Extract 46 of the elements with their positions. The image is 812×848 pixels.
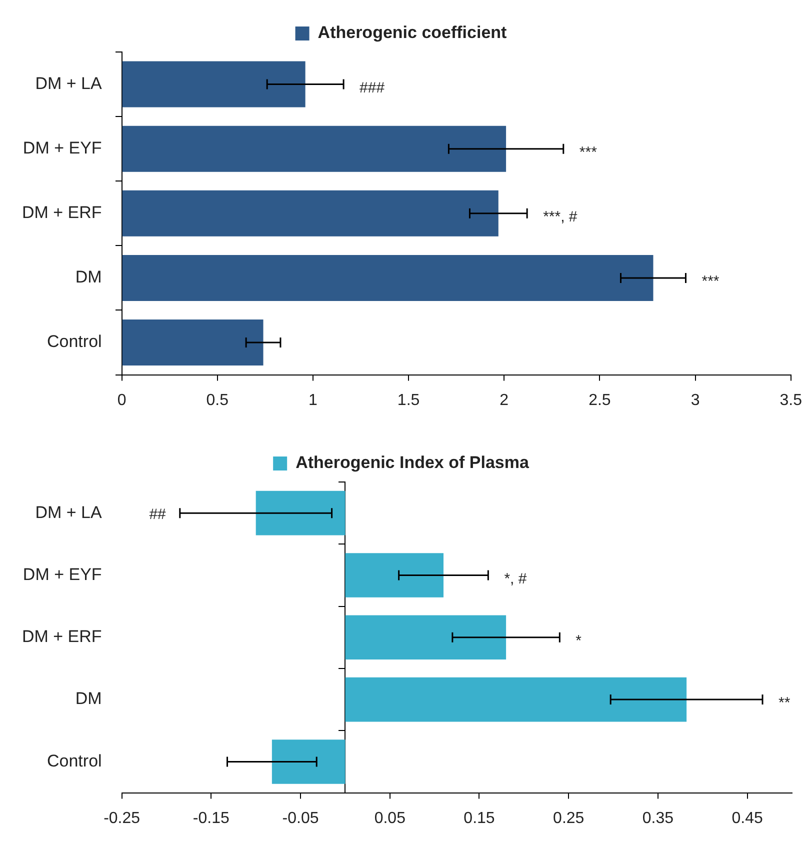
bar — [272, 740, 346, 784]
y-tick-label: DM — [75, 689, 102, 708]
x-tick-label: 0.45 — [732, 810, 763, 827]
x-tick-label: 0.05 — [374, 810, 406, 827]
x-tick-label: 0.35 — [642, 810, 674, 827]
annotation: ### — [360, 79, 386, 96]
y-tick-label: DM + LA — [35, 502, 102, 522]
annotation: ***, # — [543, 208, 578, 226]
annotation: *** — [579, 144, 598, 161]
x-tick-label: 0.15 — [464, 810, 495, 827]
bar — [122, 126, 506, 172]
x-tick-label: 1.5 — [397, 392, 420, 409]
x-tick-label: -0.05 — [282, 810, 319, 827]
legend-label: Atherogenic coefficient — [318, 23, 508, 42]
bar — [122, 190, 498, 236]
annotation: *** — [702, 273, 720, 290]
bar — [122, 254, 654, 301]
y-tick-label: DM + ERF — [22, 627, 102, 646]
x-tick-label: 3.5 — [780, 392, 802, 409]
bar — [256, 490, 346, 536]
x-tick-label: 0.5 — [206, 392, 229, 409]
y-tick-label: Control — [47, 332, 102, 352]
y-tick-label: Control — [47, 751, 102, 770]
x-tick-label: 3 — [690, 392, 700, 409]
x-tick-label: 1 — [308, 392, 318, 409]
x-tick-label: -0.25 — [104, 810, 140, 827]
y-tick-label: DM + EYF — [22, 138, 102, 158]
legend-label: Atherogenic Index of Plasma — [296, 453, 530, 472]
bar — [122, 320, 264, 366]
x-tick-label: 0 — [117, 392, 126, 409]
annotation: * — [576, 632, 582, 650]
x-tick-label: 2.5 — [588, 392, 611, 409]
y-tick-label: DM + EYF — [22, 564, 102, 584]
x-tick-label: -0.15 — [192, 810, 230, 827]
bar — [122, 61, 306, 108]
bar — [345, 615, 506, 660]
y-tick-label: DM + ERF — [22, 203, 102, 222]
annotation: ## — [149, 506, 167, 524]
x-tick-label: 2 — [500, 392, 509, 409]
y-tick-label: DM — [75, 268, 102, 287]
annotation: ** — [778, 694, 790, 712]
y-tick-label: DM + LA — [35, 74, 102, 93]
annotation: *, # — [504, 570, 528, 588]
x-tick-label: 0.25 — [553, 810, 584, 827]
bar — [345, 677, 687, 722]
bar — [345, 553, 444, 598]
